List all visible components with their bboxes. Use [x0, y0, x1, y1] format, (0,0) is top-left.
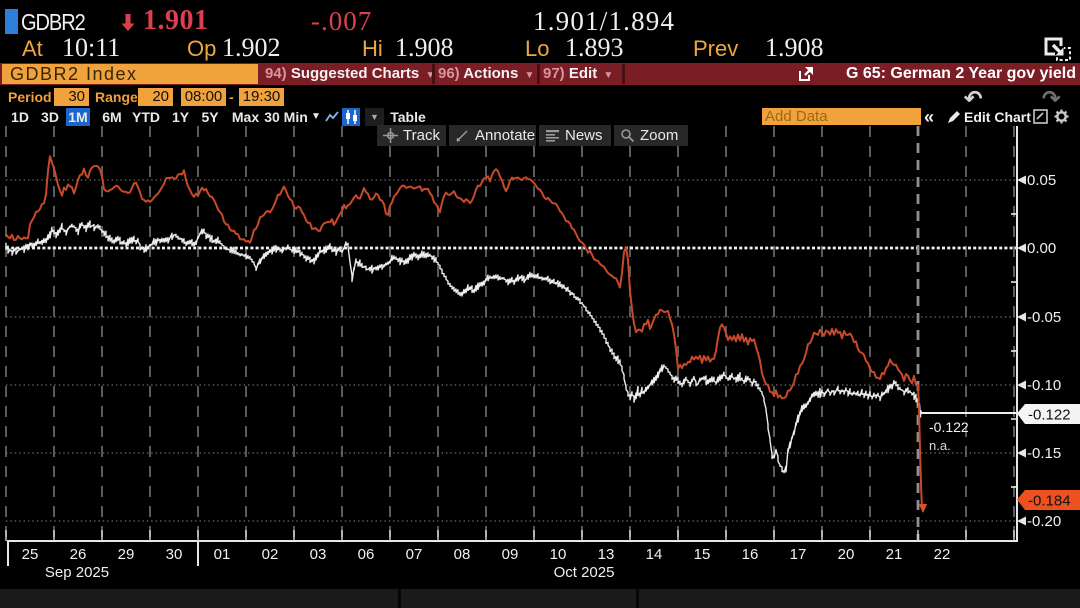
svg-text:10: 10	[550, 546, 567, 563]
svg-text:13: 13	[598, 546, 615, 563]
svg-text:-0.10: -0.10	[1027, 377, 1061, 394]
svg-text:07: 07	[406, 546, 423, 563]
svg-text:25: 25	[22, 546, 39, 563]
svg-text:03: 03	[310, 546, 327, 563]
svg-text:0.05: 0.05	[1027, 172, 1056, 189]
svg-text:30: 30	[166, 546, 183, 563]
svg-text:08: 08	[454, 546, 471, 563]
svg-text:-0.122: -0.122	[1028, 407, 1071, 424]
svg-text:Oct 2025: Oct 2025	[554, 564, 615, 581]
svg-text:-0.20: -0.20	[1027, 513, 1061, 530]
svg-text:n.a.: n.a.	[929, 438, 951, 453]
svg-text:0.00: 0.00	[1027, 240, 1056, 257]
svg-text:17: 17	[790, 546, 807, 563]
svg-text:16: 16	[742, 546, 759, 563]
svg-text:21: 21	[886, 546, 903, 563]
svg-text:-0.15: -0.15	[1027, 445, 1061, 462]
svg-text:-0.184: -0.184	[1028, 493, 1071, 510]
svg-text:26: 26	[70, 546, 87, 563]
svg-text:-0.122: -0.122	[929, 419, 969, 435]
svg-text:01: 01	[214, 546, 231, 563]
svg-text:-0.05: -0.05	[1027, 309, 1061, 326]
svg-text:02: 02	[262, 546, 279, 563]
svg-text:14: 14	[646, 546, 663, 563]
svg-text:29: 29	[118, 546, 135, 563]
svg-text:06: 06	[358, 546, 375, 563]
svg-text:20: 20	[838, 546, 855, 563]
svg-text:15: 15	[694, 546, 711, 563]
svg-text:09: 09	[502, 546, 519, 563]
svg-text:Sep 2025: Sep 2025	[45, 564, 109, 581]
svg-text:22: 22	[934, 546, 951, 563]
